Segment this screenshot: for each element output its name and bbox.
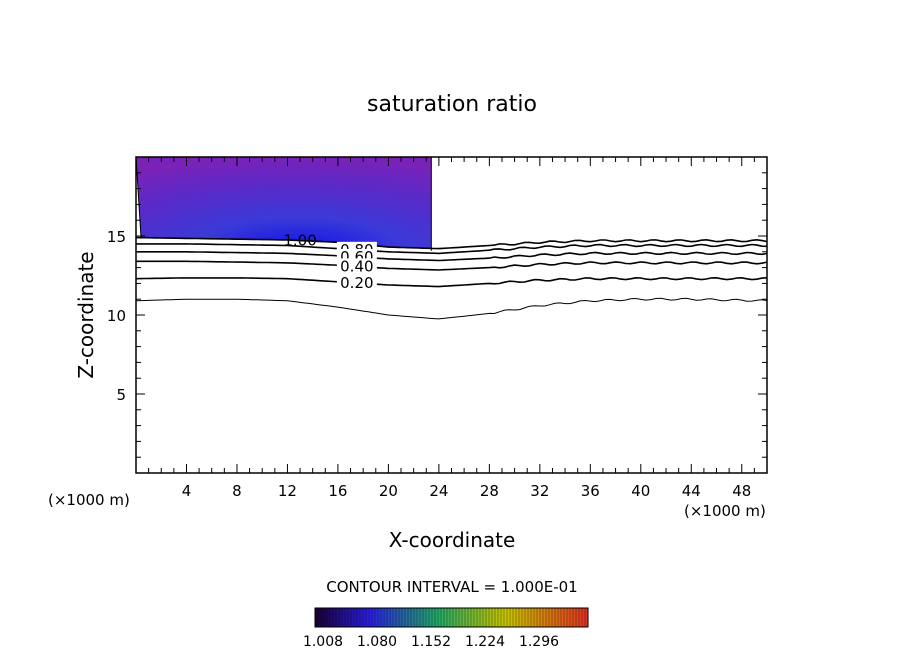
x-tick-label: 8: [232, 482, 242, 500]
x-unit-left: (×1000 m): [48, 491, 130, 509]
contour-line-0.60: [136, 251, 767, 262]
contour-label-bg: [336, 275, 377, 289]
contour-label-bg: [336, 258, 377, 272]
x-tick-label: 28: [480, 482, 499, 500]
x-tick-label: 44: [682, 482, 701, 500]
contour-line-0.80: [136, 243, 767, 255]
x-tick-label: 24: [429, 482, 448, 500]
x-tick-label: 20: [379, 482, 398, 500]
colorbar-label: 1.008: [303, 634, 343, 650]
colorbar-label: 1.080: [357, 634, 397, 650]
contour-labels: 1.000.800.600.400.20: [283, 232, 377, 292]
y-tick-label: 5: [116, 386, 126, 404]
contour-label: 0.40: [340, 257, 373, 275]
colorbar: [314, 607, 589, 628]
contour-label: 1.00: [283, 232, 316, 250]
contour-lines: [136, 236, 767, 320]
chart-title: saturation ratio: [367, 92, 537, 117]
plot-body: [136, 157, 767, 320]
x-tick-label: 40: [631, 482, 650, 500]
colorbar-label: 1.296: [519, 634, 559, 650]
x-tick-label: 4: [182, 482, 192, 500]
contour-line-0.00: [136, 297, 767, 320]
y-axis-label: Z-coordinate: [74, 251, 98, 378]
x-tick-label: 48: [732, 482, 751, 500]
contour-line-0.20: [136, 276, 767, 288]
x-tick-label: 16: [328, 482, 347, 500]
x-axis-ticks: 4 8 12 16 20 24 28 32 36 40 44 48: [148, 157, 755, 500]
x-tick-label: 32: [530, 482, 549, 500]
contour-line-0.40: [136, 260, 767, 271]
colorbar-labels: 1.008 1.080 1.152 1.224 1.296: [303, 634, 559, 650]
y-tick-label: 10: [107, 307, 126, 325]
x-axis-label: X-coordinate: [389, 528, 516, 552]
contour-label: 0.20: [340, 274, 373, 292]
contour-interval-text: CONTOUR INTERVAL = 1.000E-01: [326, 578, 577, 596]
colorbar-label: 1.152: [411, 634, 451, 650]
y-axis-ticks: 5 10 15: [107, 172, 767, 458]
colorbar-stripes: [317, 608, 586, 627]
x-tick-label: 12: [278, 482, 297, 500]
y-tick-label: 15: [107, 228, 126, 246]
x-tick-label: 36: [581, 482, 600, 500]
colorbar-label: 1.224: [465, 634, 505, 650]
x-unit-right: (×1000 m): [684, 502, 766, 520]
contour-line-1.00: [136, 236, 767, 250]
